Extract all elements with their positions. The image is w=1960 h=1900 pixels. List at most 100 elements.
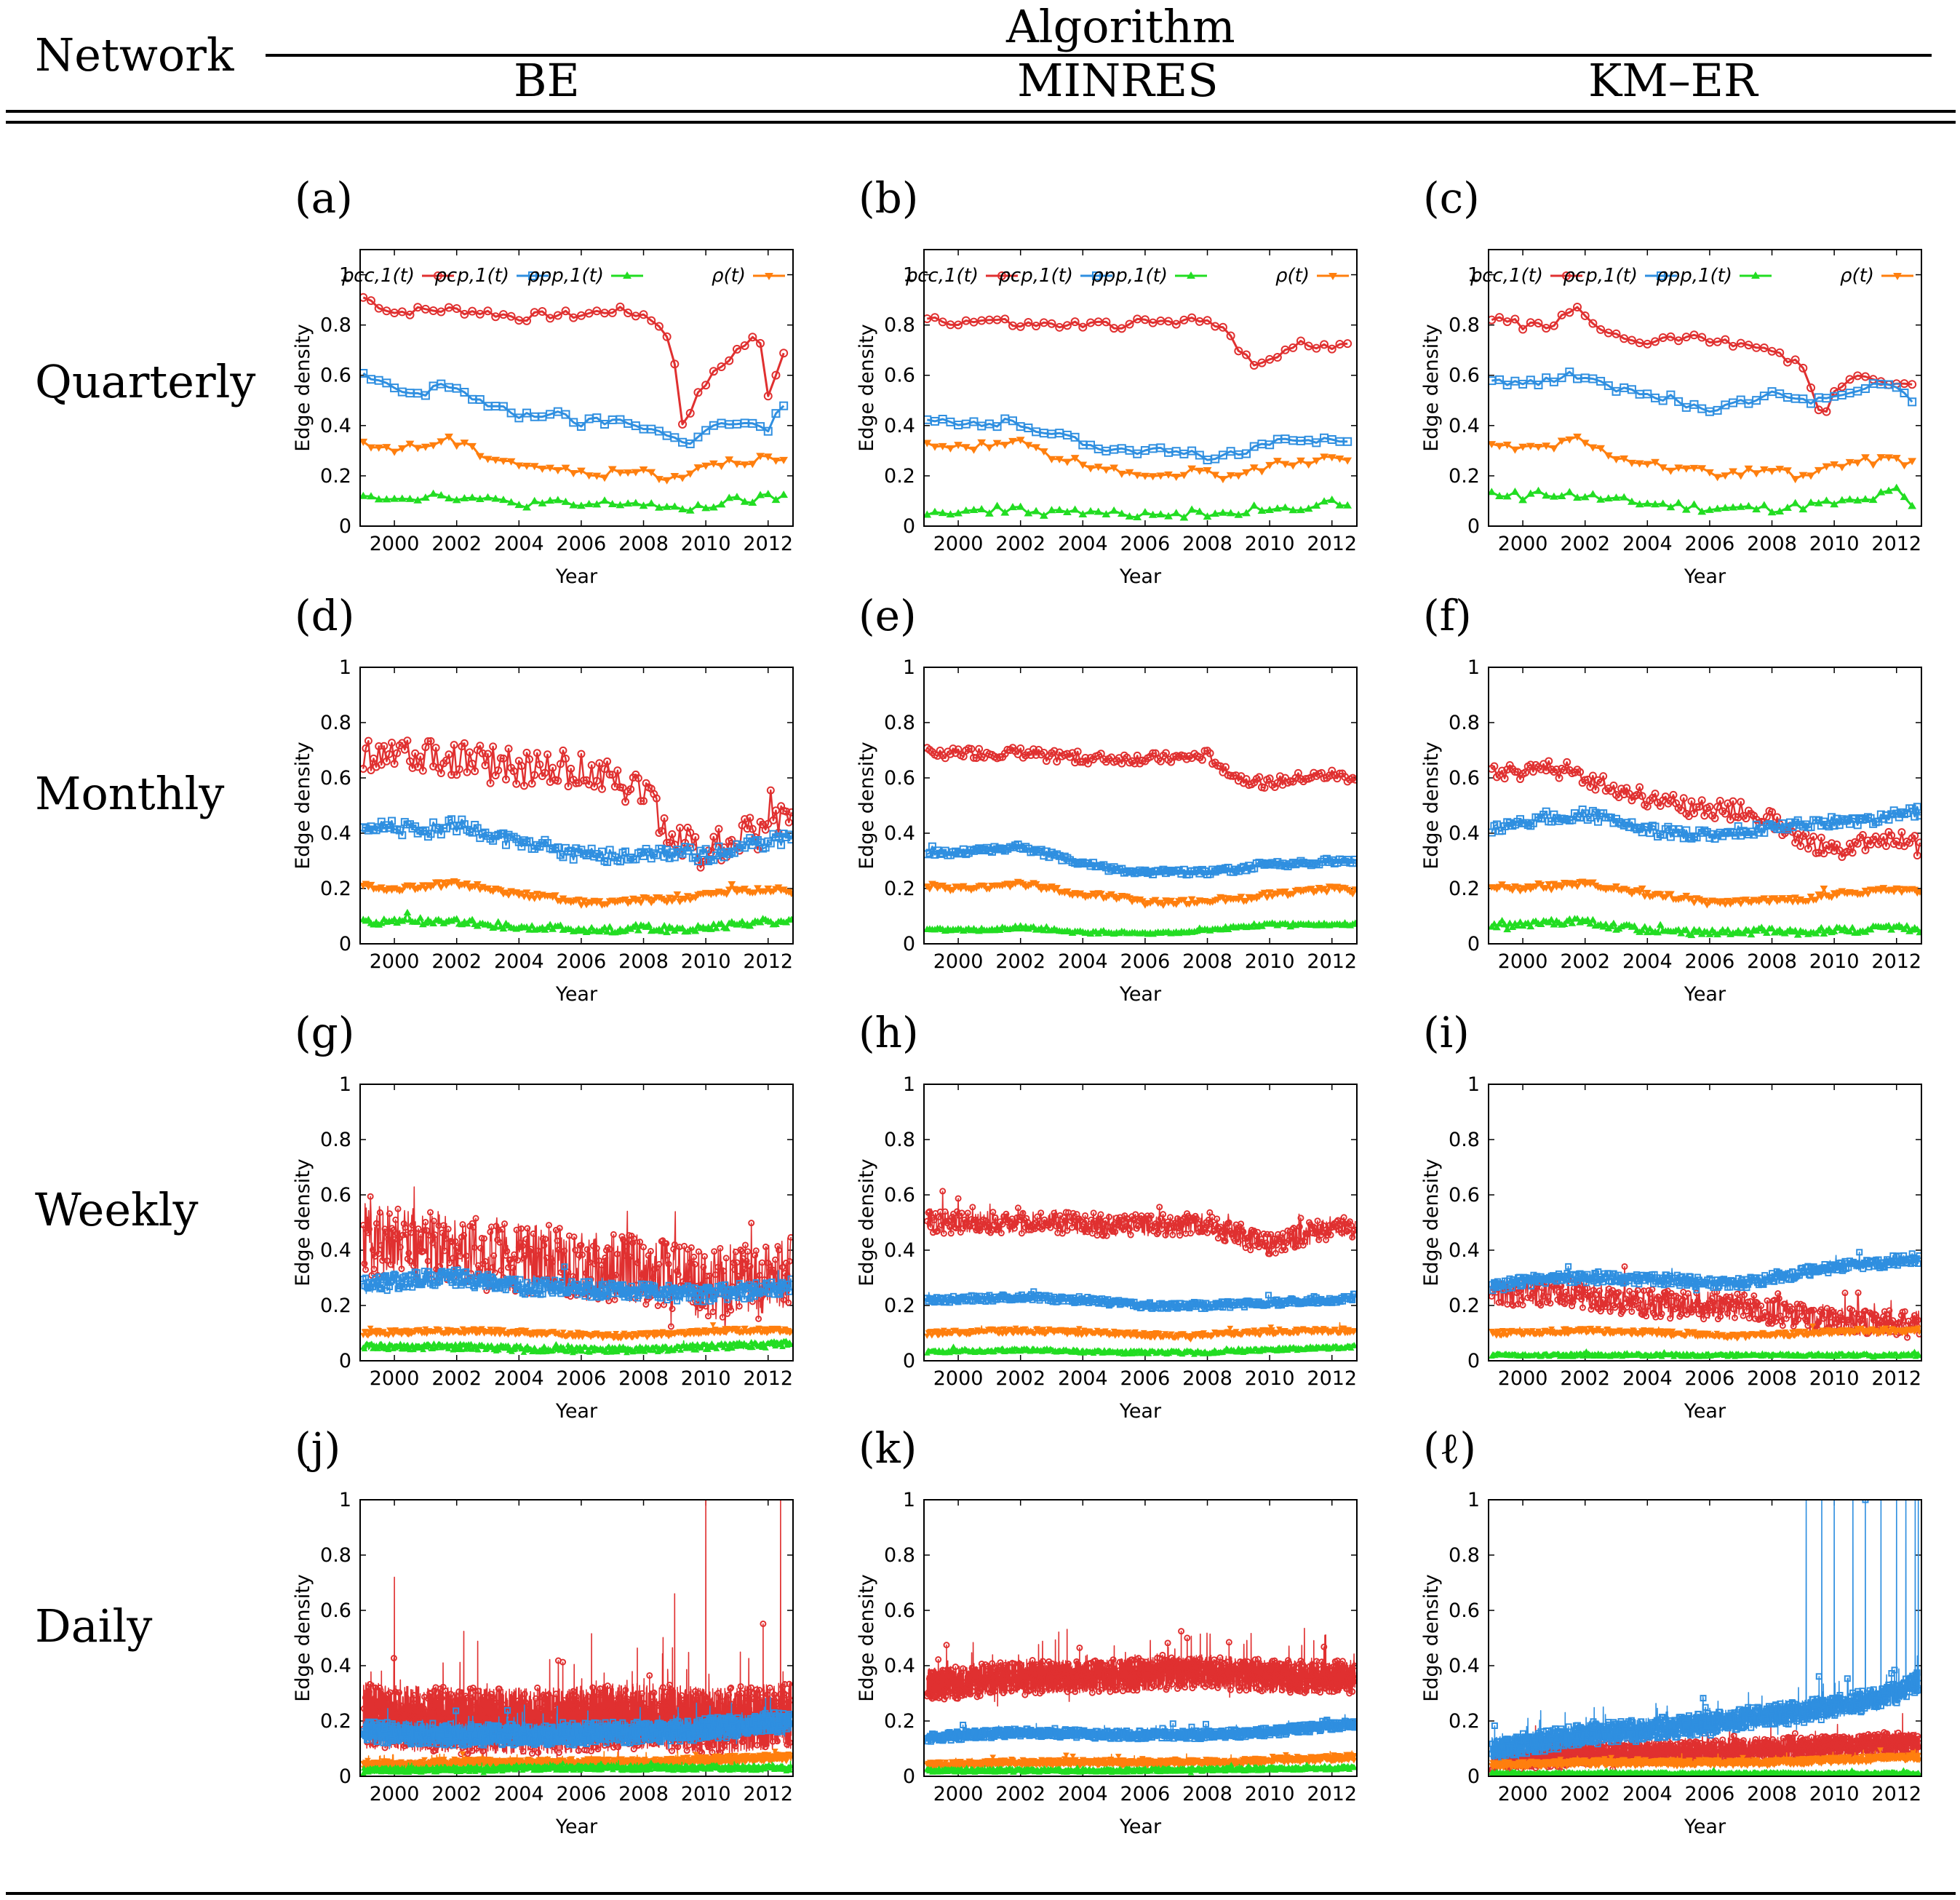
data-point-pp — [429, 489, 438, 497]
data-point-all — [647, 469, 656, 477]
data-point-cc — [766, 786, 775, 795]
data-point-cc — [765, 1260, 772, 1267]
data-point-cc — [1053, 757, 1061, 766]
data-point-pp — [1573, 915, 1582, 922]
data-point-all — [709, 1322, 717, 1328]
data-point-cc — [662, 332, 672, 341]
data-point-cc — [647, 316, 656, 325]
x-tick-label: 2006 — [1120, 1367, 1171, 1390]
data-point-cc — [1612, 329, 1621, 338]
y-tick-label: 0 — [339, 515, 351, 538]
data-point-cc — [578, 1241, 585, 1249]
data-point-pp — [530, 496, 539, 504]
y-axis-label: Edge density — [292, 324, 314, 452]
series-line-cc — [1491, 306, 1913, 413]
data-point-cp — [554, 843, 562, 851]
data-point-pp — [1736, 502, 1745, 510]
data-point-all — [421, 886, 430, 893]
data-point-cc — [400, 1220, 407, 1228]
x-tick-label: 2000 — [370, 950, 420, 973]
data-point-all — [1141, 472, 1150, 480]
data-point-pp — [985, 509, 994, 517]
data-point-cc — [437, 307, 446, 317]
data-point-all — [787, 890, 793, 898]
data-point-all — [1171, 473, 1181, 481]
data-point-cc — [746, 1263, 754, 1270]
legend-marker-pp — [1751, 271, 1760, 279]
data-point-cc — [774, 1243, 781, 1250]
data-point-cp — [600, 420, 610, 429]
data-point-cc — [1679, 794, 1688, 803]
legend-marker-pp — [623, 271, 632, 279]
data-point-cp — [501, 840, 510, 849]
data-point-pp — [474, 1347, 482, 1353]
data-point-cc — [1681, 333, 1691, 342]
x-tick-label: 2012 — [1307, 533, 1357, 555]
data-point-cc — [634, 774, 642, 782]
data-point-cc — [457, 1252, 464, 1260]
x-tick-label: 2010 — [681, 1367, 731, 1390]
y-tick-label: 0.2 — [884, 465, 915, 488]
data-point-all — [1636, 889, 1644, 897]
data-point-pp — [1604, 494, 1613, 502]
data-point-cc — [559, 1276, 567, 1284]
data-point-cc — [695, 1248, 702, 1255]
data-point-cc — [1858, 831, 1867, 840]
data-point-cc — [616, 302, 625, 311]
x-tick-label: 2010 — [681, 950, 731, 973]
data-point-cc — [1697, 333, 1707, 342]
data-point-all — [1126, 895, 1134, 902]
series-line-cc — [362, 296, 785, 426]
data-point-all — [1804, 898, 1812, 905]
data-point-cc — [1086, 1223, 1093, 1230]
data-point-cc — [380, 742, 389, 750]
data-point-cc — [460, 309, 469, 319]
data-point-cc — [426, 1231, 433, 1239]
data-point-cc — [1591, 785, 1600, 794]
data-point-all — [517, 890, 526, 897]
data-point-cc — [748, 824, 757, 833]
data-point-all — [1000, 442, 1010, 450]
data-point-cp — [1594, 817, 1603, 826]
data-point-cc — [418, 766, 427, 775]
plot-frame — [1488, 667, 1922, 945]
data-point-cc — [741, 1265, 748, 1273]
data-point-cc — [420, 1248, 427, 1255]
data-point-cp — [604, 1292, 611, 1299]
data-point-cp — [711, 1295, 718, 1303]
data-point-pp — [1086, 506, 1095, 514]
data-point-cc — [1247, 1247, 1254, 1254]
data-point-pp — [660, 921, 669, 929]
data-point-cc — [1837, 382, 1847, 391]
data-point-cc — [445, 1225, 452, 1233]
data-point-cc — [1103, 1232, 1110, 1239]
series-pp — [1489, 915, 1921, 939]
data-point-pp — [367, 492, 375, 500]
series-line-cp — [1491, 370, 1913, 413]
data-point-cp — [1892, 383, 1901, 392]
data-point-all — [992, 440, 1002, 448]
data-point-cp — [674, 1293, 682, 1300]
data-point-all — [1687, 895, 1696, 902]
data-point-cp — [992, 422, 1002, 432]
data-point-cp — [1828, 813, 1836, 822]
data-point-cp — [693, 857, 702, 866]
data-point-cc — [1061, 1217, 1069, 1225]
data-point-cc — [752, 1247, 760, 1255]
data-point-cc — [1140, 315, 1150, 325]
data-point-all — [1620, 455, 1629, 463]
data-point-pp — [1643, 928, 1652, 936]
data-point-cc — [1272, 353, 1282, 362]
data-point-all — [977, 439, 987, 447]
data-point-pp — [641, 1348, 648, 1354]
data-point-all — [1180, 897, 1188, 904]
x-tick-label: 2000 — [933, 533, 984, 555]
x-axis-label: Year — [1119, 565, 1162, 588]
data-point-cc — [1257, 358, 1267, 367]
data-point-cc — [1068, 749, 1077, 758]
data-point-cc — [1077, 1217, 1084, 1224]
x-tick-label: 2008 — [1747, 533, 1797, 555]
data-point-cc — [490, 1252, 498, 1259]
data-point-pp — [1093, 507, 1103, 515]
data-point-all — [405, 440, 415, 448]
